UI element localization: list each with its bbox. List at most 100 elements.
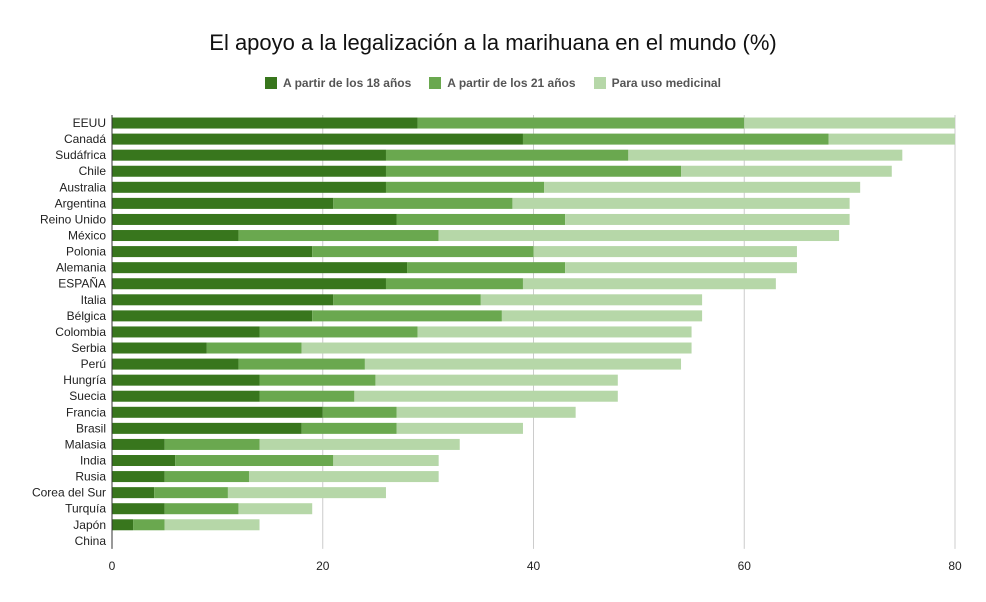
x-tick-label: 40 (527, 559, 541, 573)
bar-segment-3 (417, 326, 692, 338)
bar-segment-3 (544, 181, 861, 193)
bar-segment-2 (322, 406, 397, 418)
bar-segment-2 (259, 326, 418, 338)
category-label: Brasil (76, 421, 106, 435)
bar-segment-3 (396, 406, 576, 418)
bar-segment-2 (385, 165, 682, 177)
bar-segment-1 (112, 133, 523, 145)
bar-segment-1 (112, 438, 165, 450)
bar-segment-3 (354, 390, 618, 402)
bar-segment-1 (112, 422, 302, 434)
bar-segment-1 (112, 455, 176, 467)
bar-segment-3 (438, 230, 840, 242)
bar-segment-1 (112, 165, 386, 177)
bar-segment-2 (259, 390, 355, 402)
category-label: Sudáfrica (55, 148, 106, 162)
bar-segment-3 (333, 455, 439, 467)
bar-segment-2 (333, 294, 481, 306)
bar-segment-2 (238, 230, 439, 242)
bar-segment-3 (828, 133, 955, 145)
x-tick-label: 0 (109, 559, 116, 573)
bar-segment-3 (396, 422, 523, 434)
bar-segment-1 (112, 310, 313, 322)
category-label: Australia (59, 180, 106, 194)
bar-segment-1 (112, 503, 165, 515)
bar-segment-1 (112, 406, 323, 418)
bar-segment-1 (112, 390, 260, 402)
category-label: Argentina (55, 196, 107, 210)
category-label: Polonia (66, 245, 106, 259)
bar-segment-2 (385, 278, 523, 290)
bar-segment-2 (301, 422, 397, 434)
category-label: Alemania (56, 261, 106, 275)
category-label: Hungría (63, 373, 106, 387)
legend-item-18[interactable]: A partir de los 18 años (265, 76, 411, 90)
category-label: Reino Unido (40, 212, 106, 226)
category-label: Serbia (71, 341, 106, 355)
legend-item-21[interactable]: A partir de los 21 años (429, 76, 576, 90)
legend-swatch (265, 77, 278, 89)
bar-segment-2 (259, 374, 376, 386)
bar-segment-2 (206, 342, 302, 354)
bar-segment-1 (112, 230, 239, 242)
category-label: Bélgica (67, 309, 107, 323)
category-label: Colombia (55, 325, 106, 339)
bar-segment-2 (385, 181, 545, 193)
bar-segment-3 (227, 487, 386, 499)
bar-segment-1 (112, 471, 165, 483)
bar-segment-1 (112, 519, 134, 531)
legend-swatch (593, 77, 606, 89)
category-label: China (75, 534, 107, 548)
bar-segment-3 (364, 358, 682, 370)
bar-segment-1 (112, 358, 239, 370)
bar-segment-2 (164, 471, 249, 483)
bar-segment-3 (238, 503, 313, 515)
x-tick-label: 20 (316, 559, 330, 573)
x-tick-label: 60 (738, 559, 752, 573)
x-tick-label: 80 (948, 559, 962, 573)
legend-item-medicinal[interactable]: Para uso medicinal (593, 76, 721, 90)
legend-label: A partir de los 18 años (283, 76, 412, 90)
legend: A partir de los 18 años A partir de los … (0, 76, 986, 90)
bar-segment-2 (312, 310, 502, 322)
bar-segment-2 (133, 519, 165, 531)
bar-segment-3 (628, 149, 903, 161)
bar-segment-1 (112, 487, 155, 499)
bar-segment-1 (112, 197, 334, 209)
bar-segment-3 (501, 310, 703, 322)
bar-segment-1 (112, 262, 408, 274)
bar-segment-3 (512, 197, 850, 209)
bar-segment-1 (112, 374, 260, 386)
bar-segment-1 (112, 294, 334, 306)
bar-segment-1 (112, 278, 386, 290)
bar-segment-2 (175, 455, 334, 467)
bar-segment-2 (417, 117, 745, 129)
bar-segment-2 (154, 487, 228, 499)
category-label: Perú (81, 357, 106, 371)
category-label: Suecia (69, 389, 106, 403)
bar-segment-3 (533, 246, 797, 258)
bar-segment-2 (407, 262, 566, 274)
category-label: Turquía (65, 502, 106, 516)
bar-segment-1 (112, 246, 313, 258)
bar-segment-3 (248, 471, 439, 483)
bar-segment-1 (112, 117, 418, 129)
category-label: Rusia (75, 470, 106, 484)
bar-segment-3 (480, 294, 703, 306)
category-label: India (80, 454, 106, 468)
legend-swatch (429, 77, 442, 89)
bar-segment-3 (301, 342, 692, 354)
bar-segment-2 (385, 149, 629, 161)
category-label: Malasia (65, 437, 107, 451)
bar-segment-2 (238, 358, 365, 370)
chart-title: El apoyo a la legalización a la marihuan… (209, 30, 777, 55)
legend-label: A partir de los 21 años (447, 76, 576, 90)
bar-segment-1 (112, 326, 260, 338)
category-label: Corea del Sur (32, 486, 106, 500)
legend-label: Para uso medicinal (611, 76, 721, 90)
bar-segment-1 (112, 181, 386, 193)
bar-segment-1 (112, 149, 386, 161)
bar-segment-2 (333, 197, 513, 209)
category-label: ESPAÑA (58, 277, 106, 291)
